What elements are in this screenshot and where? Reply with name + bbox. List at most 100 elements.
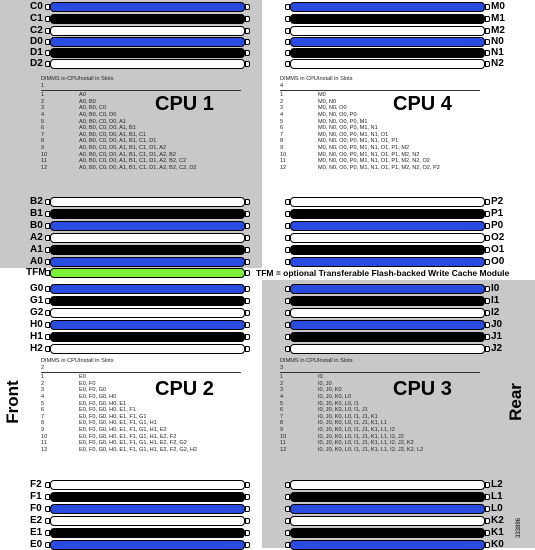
slot-label-a2: A2 [30, 232, 43, 243]
table-row: 3 M0, N0, O0 [280, 105, 480, 112]
row-dimm-count: 5 [41, 118, 45, 125]
slot-latch [245, 211, 250, 217]
slot-latch [245, 542, 250, 548]
table-row: 8 E0, F0, G0, H0, E1, F1, G1, H1 [41, 420, 241, 427]
row-install-slots: E0, F0, G0 [79, 387, 107, 394]
row-dimm-count: 8 [41, 420, 45, 427]
slot-latch [45, 247, 50, 253]
slot-label-h1: H1 [30, 331, 43, 342]
row-install-slots: E0, F0, G0, H0, E1, F1, G1, H1, E2 [79, 426, 167, 433]
slot-latch [45, 4, 50, 10]
row-install-slots: I0, J0 [318, 380, 332, 387]
row-install-slots: M0 [318, 92, 326, 99]
dimm-slot-o0 [285, 257, 490, 267]
row-install-slots: E0, F0, G0, H0, E1 [79, 400, 127, 407]
table-row: 8 I0, J0, K0, L0, I1, J1, K1, L1 [280, 420, 480, 427]
dimm-slot-c2 [45, 26, 250, 36]
table-row: 9 A0, B0, C0, D0, A1, B1, C1, D1, A2 [41, 145, 241, 152]
row-dimm-count: 12 [280, 164, 287, 171]
slot-latch [45, 310, 50, 316]
table-row: 12 A0, B0, C0, D0, A1, B1, C1, D1, A2, B2… [41, 165, 241, 172]
table-row: 1 I0 [280, 374, 480, 381]
table-row: 8 M0, N0, O0, P0, M1, N1, O1, P1 [280, 138, 480, 145]
slot-latch [45, 494, 50, 500]
dimm-slot-e1 [45, 528, 250, 538]
row-install-slots: E0, F0 [79, 380, 96, 387]
table-row: 7 E0, F0, G0, H0, E1, F1, G1 [41, 414, 241, 421]
row-dimm-count: 1 [280, 374, 284, 381]
slot-latch [45, 61, 50, 67]
slot-label-i0: I0 [491, 283, 500, 294]
dimm-slot-b1 [45, 209, 250, 219]
slot-latch [485, 322, 490, 328]
slot-latch [245, 259, 250, 265]
row-install-slots: I0, J0, K0, L0, I1, J1, K1, L1, I2 [318, 426, 395, 433]
table-row: 11 M0, N0, O0, P0, M1, N1, O1, P1, M2, N2… [280, 158, 480, 165]
slot-latch [485, 61, 490, 67]
table-row: 2 I0, J0 [280, 381, 480, 388]
front-label: Front [3, 380, 22, 424]
slot-latch [285, 322, 290, 328]
slot-latch [285, 286, 290, 292]
table-row: 1 M0 [280, 92, 480, 99]
slot-latch [485, 247, 490, 253]
dimm-slot-d2 [45, 59, 250, 69]
dimm-slot-i1 [285, 296, 490, 306]
row-dimm-count: 7 [41, 413, 45, 420]
slot-latch [285, 530, 290, 536]
row-dimm-count: 8 [280, 138, 284, 145]
slot-label-o1: O1 [491, 244, 505, 255]
table-row: 5 M0, N0, O0, P0, M1 [280, 119, 480, 126]
table-row: 5 I0, J0, K0, L0, I1 [280, 401, 480, 408]
row-dimm-count: 2 [41, 380, 45, 387]
row-install-slots: I0, J0, K0, L0 [318, 393, 351, 400]
dimm-slot-n2 [285, 59, 490, 69]
slot-latch [245, 334, 250, 340]
slot-latch [245, 286, 250, 292]
row-dimm-count: 8 [280, 420, 284, 427]
row-install-slots: A0, B0, C0, D0, A1, B1, C1, D1, A2, B2, … [79, 158, 187, 165]
row-dimm-count: 4 [41, 111, 45, 118]
slot-latch [285, 39, 290, 45]
dimm-slot-i2 [285, 308, 490, 318]
slot-label-e1: E1 [30, 527, 43, 538]
table-header: DIMMS in CPU 2 Install in Slots [41, 358, 241, 374]
table-row: 3 A0, B0, C0 [41, 105, 241, 112]
dimm-slot-g0 [45, 284, 250, 294]
slot-label-m1: M1 [491, 13, 505, 24]
slot-latch [245, 39, 250, 45]
slot-latch [485, 286, 490, 292]
table-header: DIMMS in CPU 1 Install in Slots [41, 76, 241, 92]
row-install-slots: A0, B0, C0, D0, A1, B1, C1, D1, A2 [79, 144, 167, 151]
table-row: 6 E0, F0, G0, H0, E1, F1 [41, 407, 241, 414]
slot-latch [45, 50, 50, 56]
dimm-slot-b2 [45, 197, 250, 207]
table-row: 10 M0, N0, O0, P0, M1, N1, O1, P1, M2, N2 [280, 152, 480, 159]
row-install-slots: A0, B0, C0, D0, A1, B1 [79, 125, 136, 132]
slot-latch [485, 310, 490, 316]
slot-label-k1: K1 [491, 527, 504, 538]
row-install-slots: A0, B0, C0, D0, A1, B1, C1, D1, A2, B2 [79, 151, 177, 158]
slot-latch [45, 530, 50, 536]
row-dimm-count: 3 [41, 105, 45, 112]
slot-label-l0: L0 [491, 503, 503, 514]
row-install-slots: M0, N0, O0, P0, M1, N1, O1, P1, M2, N2 [318, 151, 420, 158]
row-dimm-count: 2 [280, 380, 284, 387]
slot-label-k0: K0 [491, 539, 504, 550]
table-row: 7 A0, B0, C0, D0, A1, B1, C1 [41, 132, 241, 139]
row-dimm-count: 10 [280, 151, 287, 158]
rear-label: Rear [506, 383, 525, 421]
slot-latch [485, 506, 490, 512]
row-install-slots: A0, B0, C0, D0, A1 [79, 118, 126, 125]
row-install-slots: E0, F0, G0, H0, E1, F1, G1, H1, E2, F2 [79, 433, 177, 440]
row-dimm-count: 10 [280, 433, 287, 440]
row-dimm-count: 4 [280, 111, 284, 118]
tfm-note: TFM = optional Transferable Flash-backed… [256, 268, 510, 278]
row-dimm-count: 12 [41, 164, 48, 171]
header-dimm-count: DIMMS in CPU 2 [41, 358, 79, 371]
dimm-slot-f0 [45, 504, 250, 514]
slot-label-g0: G0 [30, 283, 44, 294]
slot-latch [245, 270, 250, 276]
row-install-slots: I0 [318, 374, 323, 381]
row-dimm-count: 1 [41, 92, 45, 99]
